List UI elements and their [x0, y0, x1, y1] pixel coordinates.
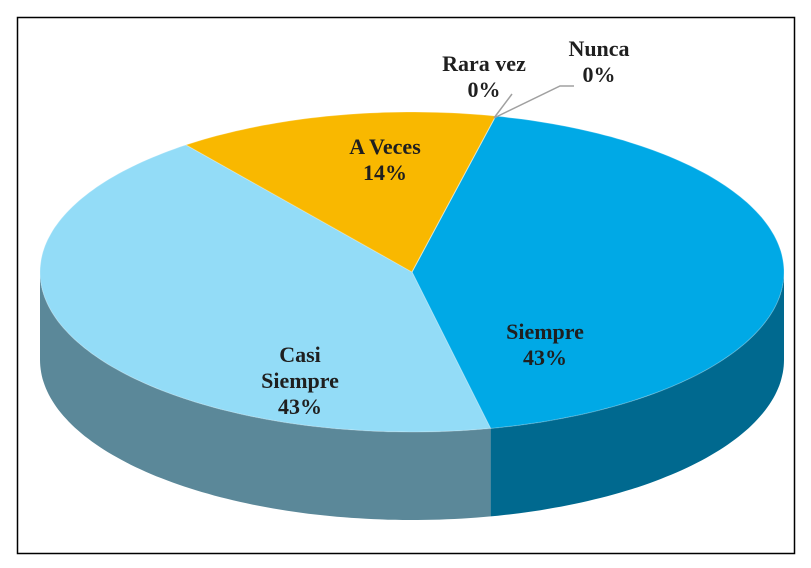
value-label: 0%: [582, 62, 616, 87]
value-label: 43%: [278, 394, 322, 419]
category-label: Rara vez: [442, 51, 526, 76]
value-label: 43%: [523, 345, 567, 370]
slice-side: [490, 272, 784, 517]
value-label: 14%: [363, 160, 407, 185]
leader-line: [493, 93, 513, 119]
data-label: A Veces 14%: [315, 134, 455, 186]
category-label: Nunca: [568, 36, 630, 61]
leader-line: [493, 85, 574, 119]
slice: [411, 115, 785, 429]
value-label: 0%: [467, 77, 501, 102]
pie: [39, 111, 785, 520]
data-label: Casi Siempre 43%: [245, 342, 355, 420]
category-label: Casi Siempre: [261, 342, 339, 393]
data-label: Nunca 0%: [544, 36, 654, 88]
data-label: Rara vez 0%: [429, 51, 539, 103]
data-label: Siempre 43%: [475, 319, 615, 371]
category-label: A Veces: [349, 134, 421, 159]
slice: [184, 111, 497, 273]
slice: [39, 144, 492, 433]
category-label: Siempre: [506, 319, 584, 344]
slice-side: [40, 272, 491, 520]
